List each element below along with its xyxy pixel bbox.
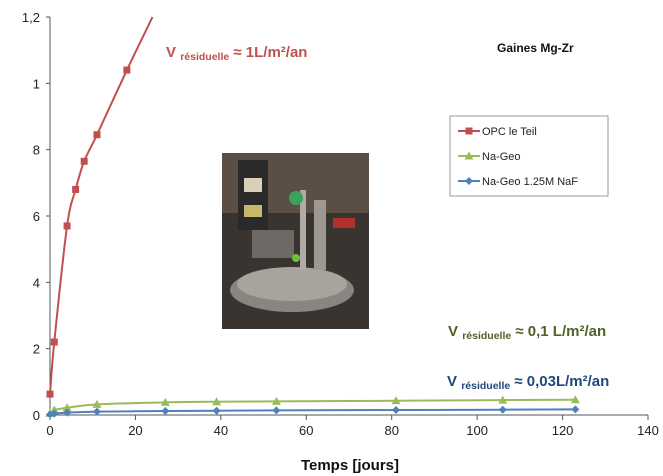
- data-point: [123, 66, 131, 74]
- annotation-subscript: résiduelle: [180, 51, 229, 63]
- data-point: [271, 396, 281, 405]
- data-point: [465, 177, 473, 185]
- data-point: [63, 408, 72, 417]
- data-point: [93, 131, 101, 139]
- data-point: [46, 390, 54, 398]
- legend-item: Na-Geo 1.25M NaF: [458, 176, 578, 188]
- data-point: [50, 338, 58, 346]
- data-point: [571, 405, 580, 414]
- data-point: [498, 395, 508, 404]
- y-tick-label: 2: [33, 342, 40, 357]
- legend-label: Na-Geo 1.25M NaF: [482, 176, 578, 188]
- y-tick-label: 4: [33, 275, 40, 290]
- series: [45, 395, 580, 417]
- data-point: [50, 409, 59, 418]
- data-point: [272, 406, 281, 415]
- data-point: [92, 407, 101, 416]
- legend-item: Na-Geo: [458, 151, 521, 163]
- legend-label: Na-Geo: [482, 151, 521, 163]
- annotation-value: ≈ 0,03L/m²/an: [510, 373, 609, 390]
- data-point: [92, 399, 102, 408]
- annotations: Gaines Mg-ZrV résiduelle ≈ 1L/m²/anV rés…: [166, 41, 609, 392]
- annotation: V résiduelle ≈ 0,1 L/m²/an: [448, 323, 606, 342]
- legend-item: OPC le Teil: [458, 126, 537, 138]
- data-point: [464, 151, 474, 160]
- series-line: [49, 408, 576, 416]
- series-layer: [45, 16, 580, 419]
- y-tick-label: 0: [33, 408, 40, 423]
- annotation-subscript: résiduelle: [461, 380, 510, 392]
- legend-label: OPC le Teil: [482, 126, 537, 138]
- data-point: [391, 406, 400, 415]
- data-point: [161, 407, 170, 416]
- x-tick-label: 80: [384, 423, 398, 438]
- data-point: [212, 406, 221, 415]
- series: [46, 405, 580, 419]
- data-point: [570, 395, 580, 404]
- data-point: [62, 403, 72, 412]
- chart-note: Gaines Mg-Zr: [497, 41, 574, 55]
- series: [46, 16, 154, 398]
- annotation-value: ≈ 1L/m²/an: [229, 44, 307, 61]
- x-axis-label: Temps [jours]: [301, 457, 399, 474]
- data-point: [498, 405, 507, 414]
- data-point: [212, 397, 222, 406]
- x-tick-label: 20: [128, 423, 142, 438]
- y-tick-label: 8: [33, 143, 40, 158]
- y-tick-label: 6: [33, 209, 40, 224]
- annotation-prefix: V: [447, 373, 461, 390]
- annotation-value: ≈ 0,1 L/m²/an: [511, 323, 606, 340]
- data-point: [49, 405, 59, 414]
- annotation-prefix: V: [448, 323, 462, 340]
- data-point: [72, 185, 80, 193]
- y-tick-label: 1: [33, 76, 40, 91]
- x-tick-label: 100: [466, 423, 488, 438]
- series-line: [49, 398, 576, 415]
- x-tick-label: 40: [214, 423, 228, 438]
- x-tick-label: 120: [552, 423, 574, 438]
- annotation-subscript: résiduelle: [462, 330, 511, 342]
- x-tick-label: 140: [637, 423, 659, 438]
- photo-inset: [222, 153, 369, 329]
- series-line: [49, 16, 154, 395]
- y-tick-label: 1,2: [22, 10, 40, 25]
- data-point: [80, 157, 88, 165]
- x-tick-label: 60: [299, 423, 313, 438]
- data-point: [391, 396, 401, 405]
- x-tick-label: 0: [46, 423, 53, 438]
- annotation: V résiduelle ≈ 1L/m²/an: [166, 44, 307, 63]
- data-point: [160, 397, 170, 406]
- annotation-prefix: V: [166, 44, 180, 61]
- annotation: V résiduelle ≈ 0,03L/m²/an: [447, 373, 609, 392]
- data-point: [465, 127, 473, 135]
- legend: OPC le Teil Na-Geo Na-Geo 1.25M NaF: [449, 115, 609, 197]
- data-point: [63, 222, 71, 230]
